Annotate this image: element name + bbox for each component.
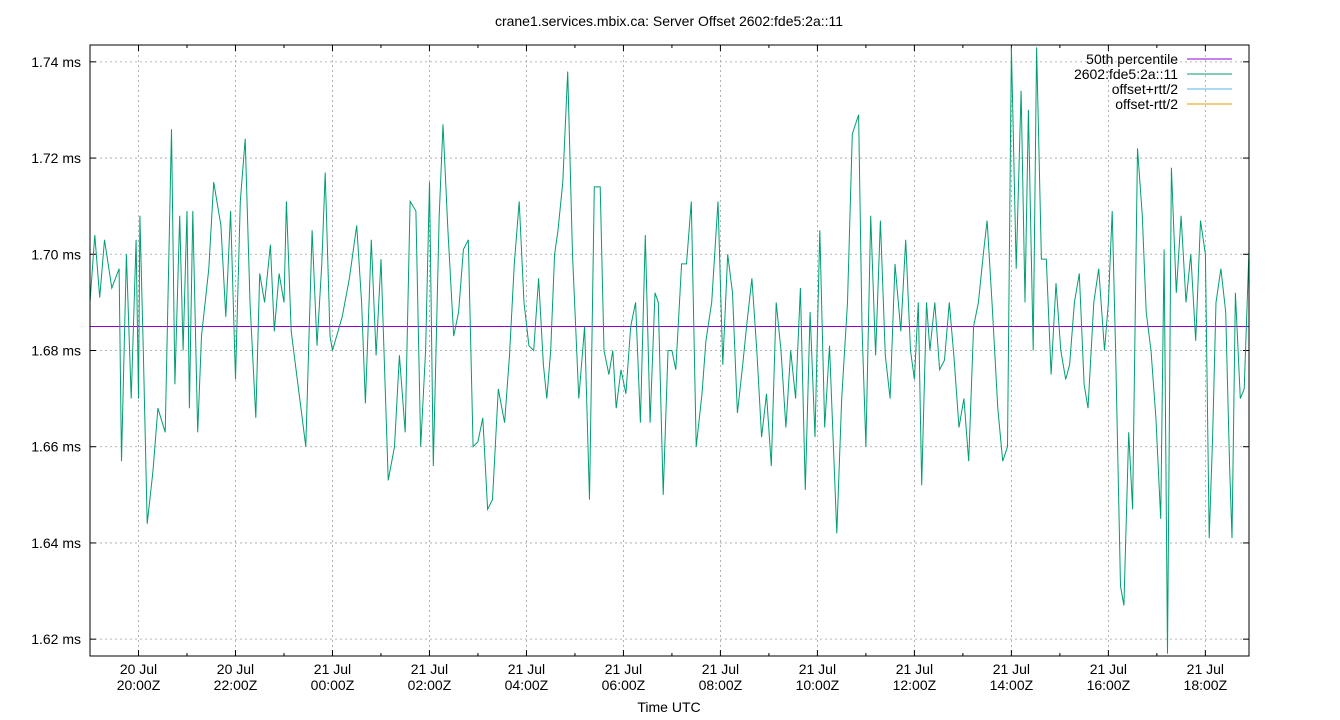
x-tick-label-time: 12:00Z — [893, 677, 937, 693]
x-tick-label-time: 02:00Z — [408, 677, 452, 693]
y-tick-label: 1.64 ms — [31, 535, 81, 551]
y-tick-label: 1.68 ms — [31, 343, 81, 359]
x-tick-label-time: 08:00Z — [699, 677, 743, 693]
x-tick-label-time: 00:00Z — [311, 677, 355, 693]
x-tick-label-date: 20 Jul — [217, 661, 254, 677]
plot-frame — [89, 44, 1250, 657]
y-tick-label: 1.72 ms — [31, 150, 81, 166]
x-tick-label-date: 21 Jul — [799, 661, 836, 677]
x-tick-label-date: 21 Jul — [1187, 661, 1224, 677]
x-tick-label-date: 21 Jul — [605, 661, 642, 677]
x-tick-label-date: 21 Jul — [314, 661, 351, 677]
grid-layer — [89, 45, 1249, 656]
legend: 50th percentile2602:fde5:2a::11offset+rt… — [1074, 51, 1232, 112]
x-tick-label-time: 22:00Z — [214, 677, 258, 693]
legend-label: offset-rtt/2 — [1115, 96, 1178, 112]
x-tick-label-time: 06:00Z — [602, 677, 646, 693]
x-tick-label-time: 16:00Z — [1087, 677, 1131, 693]
x-tick-label-date: 21 Jul — [1090, 661, 1127, 677]
y-tick-labels: 1.62 ms 1.64 ms 1.66 ms 1.68 ms 1.70 ms 1.72 … — [31, 54, 81, 647]
chart-title: crane1.services.mbix.ca: Server Offset 2… — [495, 13, 843, 29]
plot-series — [89, 47, 1250, 654]
x-axis-label: Time UTC — [637, 699, 700, 715]
x-tick-label-time: 18:00Z — [1184, 677, 1228, 693]
y-tick-label: 1.62 ms — [31, 631, 81, 647]
x-tick-label-date: 21 Jul — [896, 661, 933, 677]
legend-label: 50th percentile — [1086, 51, 1178, 67]
legend-label: offset+rtt/2 — [1112, 81, 1178, 97]
y-tick-label: 1.70 ms — [31, 246, 81, 262]
series-line — [89, 47, 1250, 654]
legend-label: 2602:fde5:2a::11 — [1074, 66, 1178, 82]
x-tick-label-time: 20:00Z — [117, 677, 161, 693]
x-tick-label-date: 20 Jul — [120, 661, 157, 677]
x-tick-label-date: 21 Jul — [993, 661, 1030, 677]
y-tick-label: 1.74 ms — [31, 54, 81, 70]
x-tick-label-time: 14:00Z — [990, 677, 1034, 693]
x-tick-label-date: 21 Jul — [411, 661, 448, 677]
x-tick-label-date: 21 Jul — [508, 661, 545, 677]
x-tick-label-time: 04:00Z — [505, 677, 549, 693]
y-tick-label: 1.66 ms — [31, 439, 81, 455]
x-tick-label-date: 21 Jul — [702, 661, 739, 677]
x-tick-label-time: 10:00Z — [796, 677, 840, 693]
